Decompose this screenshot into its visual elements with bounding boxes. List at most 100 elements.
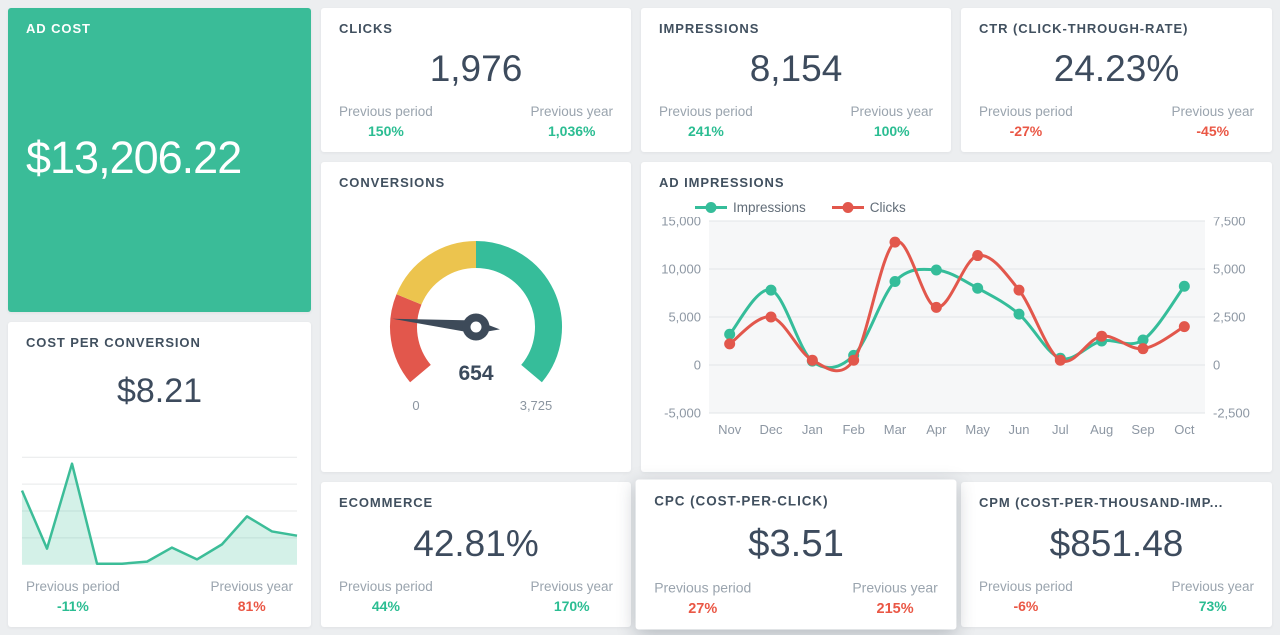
card-ad-impressions-chart[interactable]: AD IMPRESSIONS Impressions Clicks 15,000 7… [641, 162, 1272, 472]
prev-year-block: Previous year 73% [1171, 579, 1254, 614]
legend-item-clicks[interactable]: Clicks [831, 200, 906, 215]
x-axis-label: Nov [718, 422, 742, 437]
x-axis-label: Jun [1009, 422, 1030, 437]
gauge-red-zone [390, 294, 432, 383]
impressions-point-Oct[interactable] [1178, 280, 1190, 292]
prev-period-value: 241% [688, 123, 724, 139]
impressions-point-Jun[interactable] [1013, 308, 1025, 320]
prev-year-label: Previous year [1171, 579, 1254, 594]
x-axis-label: Mar [884, 422, 907, 437]
cpm-value: $851.48 [1049, 522, 1184, 564]
left-axis-tick: -5,000 [664, 406, 701, 421]
legend-marker-icon [695, 202, 727, 213]
prev-period-value: -27% [1009, 123, 1043, 139]
prev-period-label: Previous period [339, 579, 433, 594]
cpm-title: CPM (COST-PER-THOUSAND-IMP... [979, 495, 1224, 510]
impressions-point-Sep[interactable] [1137, 334, 1149, 346]
clicks-point-Oct[interactable] [1178, 321, 1190, 333]
legend-label: Clicks [869, 200, 906, 215]
card-impressions[interactable]: IMPRESSIONS 8,154 Previous period 241% P… [641, 8, 951, 152]
impressions-point-Dec[interactable] [765, 284, 777, 296]
cpc-title: CPC (COST-PER-CLICK) [654, 492, 829, 509]
ad-cost-title: AD COST [26, 21, 91, 36]
conversions-gauge: 654 0 3,725 [341, 222, 611, 427]
card-cost-per-conversion[interactable]: COST PER CONVERSION $8.21 Previous perio… [8, 322, 311, 627]
clicks-point-Feb[interactable] [848, 354, 860, 366]
prev-period-value: 27% [688, 599, 718, 617]
legend-item-impressions[interactable]: Impressions [695, 200, 806, 215]
cost-per-conversion-title: COST PER CONVERSION [26, 335, 201, 350]
conversions-title: CONVERSIONS [339, 175, 446, 190]
x-axis-label: Dec [759, 422, 783, 437]
card-cpc[interactable]: CPC (COST-PER-CLICK) $3.51 Previous peri… [635, 479, 957, 630]
left-axis-tick: 0 [694, 358, 701, 373]
prev-period-label: Previous period [659, 104, 753, 119]
sparkline-line [20, 462, 298, 565]
cost-per-conversion-sparkline [20, 449, 299, 571]
sparkline-chart [20, 456, 298, 565]
x-axis-label: Jan [802, 422, 823, 437]
card-ad-cost[interactable]: AD COST $13,206.22 [8, 8, 311, 312]
prev-period-block: Previous period 241% [659, 104, 753, 139]
right-axis-tick: -2,500 [1213, 406, 1250, 421]
ad-impressions-title: AD IMPRESSIONS [659, 175, 785, 190]
x-axis-label: Feb [842, 422, 864, 437]
gauge-min-label: 0 [412, 398, 419, 413]
impressions-point-Mar[interactable] [889, 275, 901, 287]
left-axis-tick: 15,000 [661, 217, 701, 229]
right-axis-tick: 5,000 [1213, 262, 1246, 277]
x-axis-label: Apr [926, 422, 947, 437]
prev-year-value: 81% [237, 598, 266, 614]
prev-year-value: 170% [553, 598, 590, 614]
prev-year-block: Previous year 81% [210, 579, 293, 614]
card-conversions[interactable]: CONVERSIONS 654 0 3,725 [321, 162, 631, 472]
impressions-point-Nov[interactable] [724, 328, 736, 340]
left-axis-tick: 5,000 [668, 310, 701, 325]
prev-year-value: 100% [873, 123, 910, 139]
prev-period-value: 44% [371, 598, 400, 614]
prev-year-value: -45% [1196, 123, 1230, 139]
clicks-point-Mar[interactable] [889, 236, 901, 248]
clicks-point-Aug[interactable] [1096, 330, 1108, 342]
impressions-value: 8,154 [749, 48, 843, 89]
clicks-point-Apr[interactable] [930, 301, 942, 313]
clicks-point-Nov[interactable] [724, 338, 736, 350]
prev-period-label: Previous period [26, 579, 120, 594]
impressions-point-May[interactable] [972, 282, 984, 294]
card-ctr[interactable]: CTR (CLICK-THROUGH-RATE) 24.23% Previous… [961, 8, 1272, 152]
x-axis-label: Sep [1131, 422, 1154, 437]
clicks-title: CLICKS [339, 21, 393, 36]
prev-period-value: -11% [56, 598, 89, 614]
clicks-point-May[interactable] [972, 250, 984, 262]
card-ecommerce[interactable]: ECOMMERCE 42.81% Previous period 44% Pre… [321, 482, 631, 627]
cost-per-conversion-compare: Previous period -11% Previous year 81% [26, 579, 293, 614]
right-axis-tick: 0 [1213, 358, 1220, 373]
prev-year-label: Previous year [850, 104, 933, 119]
clicks-point-Jul[interactable] [1054, 354, 1066, 366]
gauge-hub-hole [470, 321, 482, 333]
prev-year-label: Previous year [530, 579, 613, 594]
clicks-point-Dec[interactable] [765, 311, 777, 323]
prev-period-block: Previous period 44% [339, 579, 433, 614]
sparkline-area [21, 463, 298, 565]
card-clicks[interactable]: CLICKS 1,976 Previous period 150% Previo… [321, 8, 631, 152]
clicks-value: 1,976 [429, 48, 523, 89]
clicks-point-Sep[interactable] [1137, 343, 1149, 355]
chart-legend: Impressions Clicks [695, 200, 1254, 215]
clicks-point-Jun[interactable] [1013, 284, 1025, 296]
prev-period-label: Previous period [339, 104, 433, 119]
cost-per-conversion-value: $8.21 [116, 372, 203, 410]
impressions-point-Apr[interactable] [930, 264, 942, 276]
left-column: AD COST $13,206.22 COST PER CONVERSION $… [8, 8, 311, 627]
right-axis-tick: 2,500 [1213, 310, 1246, 325]
prev-period-value: -6% [1013, 598, 1039, 614]
clicks-point-Jan[interactable] [806, 354, 818, 366]
ad-impressions-line-chart: 15,000 7,500 10,000 5,000 5,000 2,500 0 0 -5,000… [661, 217, 1250, 437]
prev-year-label: Previous year [852, 579, 938, 596]
legend-label: Impressions [733, 200, 806, 215]
prev-period-block: Previous period -11% [26, 579, 120, 614]
card-cpm[interactable]: CPM (COST-PER-THOUSAND-IMP... $851.48 Pr… [961, 482, 1272, 627]
left-axis-tick: 10,000 [661, 262, 701, 277]
gauge-value: 654 [458, 362, 493, 385]
